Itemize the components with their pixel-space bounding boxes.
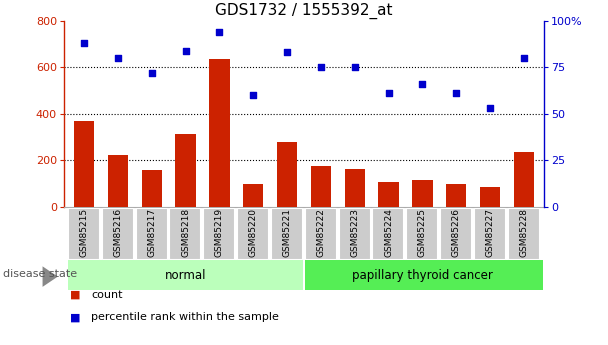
- Bar: [277, 142, 297, 207]
- Bar: [170, 208, 201, 259]
- Bar: [209, 59, 230, 207]
- Text: ■: ■: [70, 313, 80, 322]
- Bar: [508, 208, 539, 259]
- Point: [113, 55, 123, 61]
- Title: GDS1732 / 1555392_at: GDS1732 / 1555392_at: [215, 3, 393, 19]
- Bar: [237, 208, 268, 259]
- Bar: [311, 166, 331, 207]
- Text: GSM85218: GSM85218: [181, 208, 190, 257]
- Text: disease state: disease state: [3, 269, 77, 279]
- Bar: [339, 208, 370, 259]
- Bar: [68, 208, 99, 259]
- Bar: [243, 184, 263, 207]
- Text: GSM85215: GSM85215: [80, 208, 89, 257]
- Bar: [102, 208, 133, 259]
- Text: percentile rank within the sample: percentile rank within the sample: [91, 313, 279, 322]
- Bar: [203, 208, 234, 259]
- Bar: [514, 151, 534, 207]
- Point: [79, 40, 89, 46]
- Text: GSM85227: GSM85227: [486, 208, 494, 257]
- Point: [282, 50, 292, 55]
- Bar: [176, 134, 196, 207]
- Point: [350, 65, 359, 70]
- Bar: [305, 208, 336, 259]
- Bar: [446, 184, 466, 207]
- Text: GSM85226: GSM85226: [452, 208, 461, 257]
- Bar: [136, 208, 167, 259]
- Point: [485, 106, 495, 111]
- Point: [249, 92, 258, 98]
- Bar: [305, 260, 543, 290]
- Bar: [412, 179, 432, 207]
- Bar: [74, 121, 94, 207]
- Text: GSM85223: GSM85223: [350, 208, 359, 257]
- Bar: [68, 260, 303, 290]
- Text: GSM85219: GSM85219: [215, 208, 224, 257]
- Bar: [372, 208, 404, 259]
- Text: papillary thyroid cancer: papillary thyroid cancer: [352, 269, 493, 282]
- Text: count: count: [91, 290, 123, 300]
- Bar: [480, 187, 500, 207]
- Text: GSM85220: GSM85220: [249, 208, 258, 257]
- Bar: [142, 170, 162, 207]
- Bar: [474, 208, 505, 259]
- Text: GSM85216: GSM85216: [114, 208, 122, 257]
- Polygon shape: [43, 266, 58, 287]
- Text: normal: normal: [165, 269, 206, 282]
- Text: GSM85221: GSM85221: [283, 208, 292, 257]
- Text: GSM85217: GSM85217: [147, 208, 156, 257]
- Point: [451, 91, 461, 96]
- Bar: [271, 208, 302, 259]
- Text: ■: ■: [70, 290, 80, 300]
- Bar: [378, 182, 399, 207]
- Text: GSM85224: GSM85224: [384, 208, 393, 257]
- Point: [418, 81, 427, 87]
- Bar: [108, 155, 128, 207]
- Bar: [440, 208, 471, 259]
- Point: [384, 91, 393, 96]
- Point: [215, 29, 224, 34]
- Bar: [406, 208, 437, 259]
- Text: GSM85222: GSM85222: [316, 208, 325, 257]
- Text: GSM85228: GSM85228: [519, 208, 528, 257]
- Bar: [345, 169, 365, 207]
- Point: [147, 70, 157, 76]
- Text: GSM85225: GSM85225: [418, 208, 427, 257]
- Point: [519, 55, 529, 61]
- Point: [316, 65, 326, 70]
- Point: [181, 48, 190, 53]
